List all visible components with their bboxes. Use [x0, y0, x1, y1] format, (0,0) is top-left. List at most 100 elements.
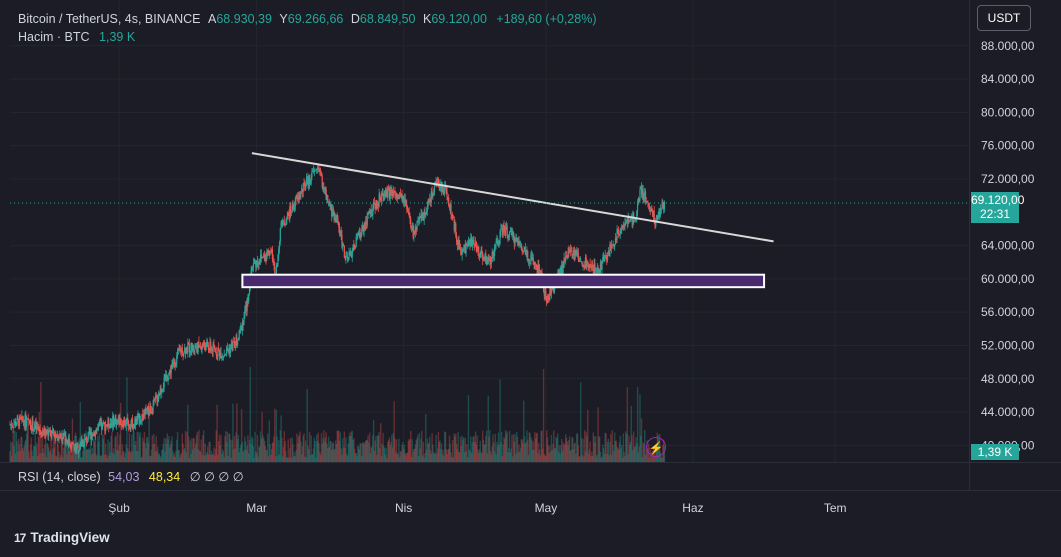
volume-bar	[453, 433, 455, 462]
candle-body	[286, 212, 289, 219]
candle-body	[227, 350, 229, 352]
candle-body	[133, 423, 135, 429]
volume-bar	[576, 433, 579, 462]
candle-body	[444, 185, 446, 194]
candle-body	[98, 423, 100, 425]
volume-bar	[114, 437, 116, 462]
rsi-legend[interactable]: RSI (14, close) 54,03 48,34 ∅ ∅ ∅ ∅	[18, 469, 244, 484]
volume-bar	[104, 454, 106, 462]
candle-body	[150, 411, 153, 414]
tradingview-brand[interactable]: 17 TradingView	[14, 530, 110, 545]
volume-bar	[166, 433, 168, 462]
candle-body	[467, 241, 470, 247]
currency-button[interactable]: USDT	[977, 5, 1031, 31]
volume-bar	[610, 433, 612, 462]
volume-bar	[71, 418, 74, 462]
volume-bar	[583, 430, 586, 462]
volume-bar	[511, 435, 513, 462]
volume-bar	[100, 456, 102, 462]
candle-body	[346, 256, 348, 258]
volume-bar	[512, 456, 514, 462]
volume-bar	[606, 454, 608, 462]
candle-body	[10, 424, 13, 427]
descending-trendline[interactable]	[251, 152, 774, 243]
volume-bar	[9, 451, 11, 462]
price-axis[interactable]: 88.000,0084.000,0080.000,0076.000,0072.0…	[981, 39, 1035, 453]
y-tick-label: 52.000,00	[981, 338, 1035, 352]
volume-bar	[626, 387, 629, 462]
candle-body	[185, 347, 187, 354]
rsi-label[interactable]: RSI (14, close)	[18, 470, 101, 484]
candle-body	[550, 287, 552, 294]
candle-body	[501, 228, 503, 230]
volume-bar	[623, 452, 625, 462]
volume-bar	[421, 455, 424, 462]
volume-bar	[632, 450, 634, 462]
candle-body	[280, 222, 282, 228]
candle-body	[139, 413, 141, 424]
candle-body	[162, 387, 164, 390]
volume-bar	[615, 440, 617, 462]
candle-body	[425, 214, 427, 216]
candle-body	[627, 216, 629, 223]
volume-bar	[150, 449, 153, 462]
candle-body	[184, 347, 186, 353]
candle-body	[534, 262, 536, 266]
volume-bar	[533, 449, 535, 462]
candle-body	[169, 369, 172, 374]
volume-bar	[464, 437, 466, 462]
volume-bar	[406, 452, 408, 462]
volume-bar	[41, 432, 44, 462]
volume-bar	[402, 448, 405, 462]
candle-body	[50, 431, 52, 436]
volume-bar	[240, 444, 242, 462]
volume-bar	[252, 446, 255, 462]
candle-body	[205, 342, 207, 350]
candle-body	[161, 391, 163, 393]
volume-bar	[278, 440, 280, 462]
volume-bar	[58, 451, 60, 462]
volume-bar	[467, 395, 470, 462]
volume-bar	[229, 439, 232, 462]
volume-label[interactable]: Hacim · BTC	[18, 30, 90, 44]
volume-bar	[602, 444, 604, 462]
volume-bar	[260, 438, 263, 462]
candle-body	[640, 186, 642, 190]
candle-body	[618, 234, 621, 236]
volume-bar	[61, 430, 63, 462]
symbol-title[interactable]: Bitcoin / TetherUS, 4s, BINANCE	[18, 12, 201, 26]
candle-body	[151, 411, 153, 414]
candle-body	[150, 406, 152, 414]
candle-body	[573, 250, 575, 259]
volume-bar	[273, 436, 275, 462]
time-axis[interactable]: Şub Mar Nis May Haz Tem	[108, 501, 846, 515]
candle-body	[523, 250, 525, 253]
volume-bar	[222, 451, 225, 462]
volume-bar	[238, 452, 240, 462]
candle-body	[191, 344, 194, 351]
candle-body	[286, 218, 288, 225]
volume-bar	[152, 444, 154, 462]
candle-body	[345, 256, 347, 259]
volume-bar	[43, 453, 45, 462]
volume-bar	[254, 431, 256, 462]
candle-body	[118, 417, 120, 426]
candle-body	[207, 341, 209, 346]
volume-bar	[331, 442, 334, 462]
candle-body	[229, 348, 231, 353]
volume-bar	[542, 448, 544, 462]
candle-body	[44, 430, 47, 436]
candle-body	[289, 206, 291, 219]
candle-body	[601, 261, 603, 270]
volume-bar	[217, 454, 219, 462]
candlestick-series[interactable]	[9, 164, 666, 459]
volume-bar	[236, 439, 239, 462]
volume-bar	[488, 436, 490, 462]
candle-body	[521, 249, 523, 252]
lightning-icon[interactable]: ⚡	[646, 437, 666, 457]
support-zone-rectangle[interactable]	[241, 273, 766, 289]
candle-body	[531, 257, 534, 260]
volume-bar	[26, 418, 29, 462]
volume-bar	[598, 436, 601, 462]
